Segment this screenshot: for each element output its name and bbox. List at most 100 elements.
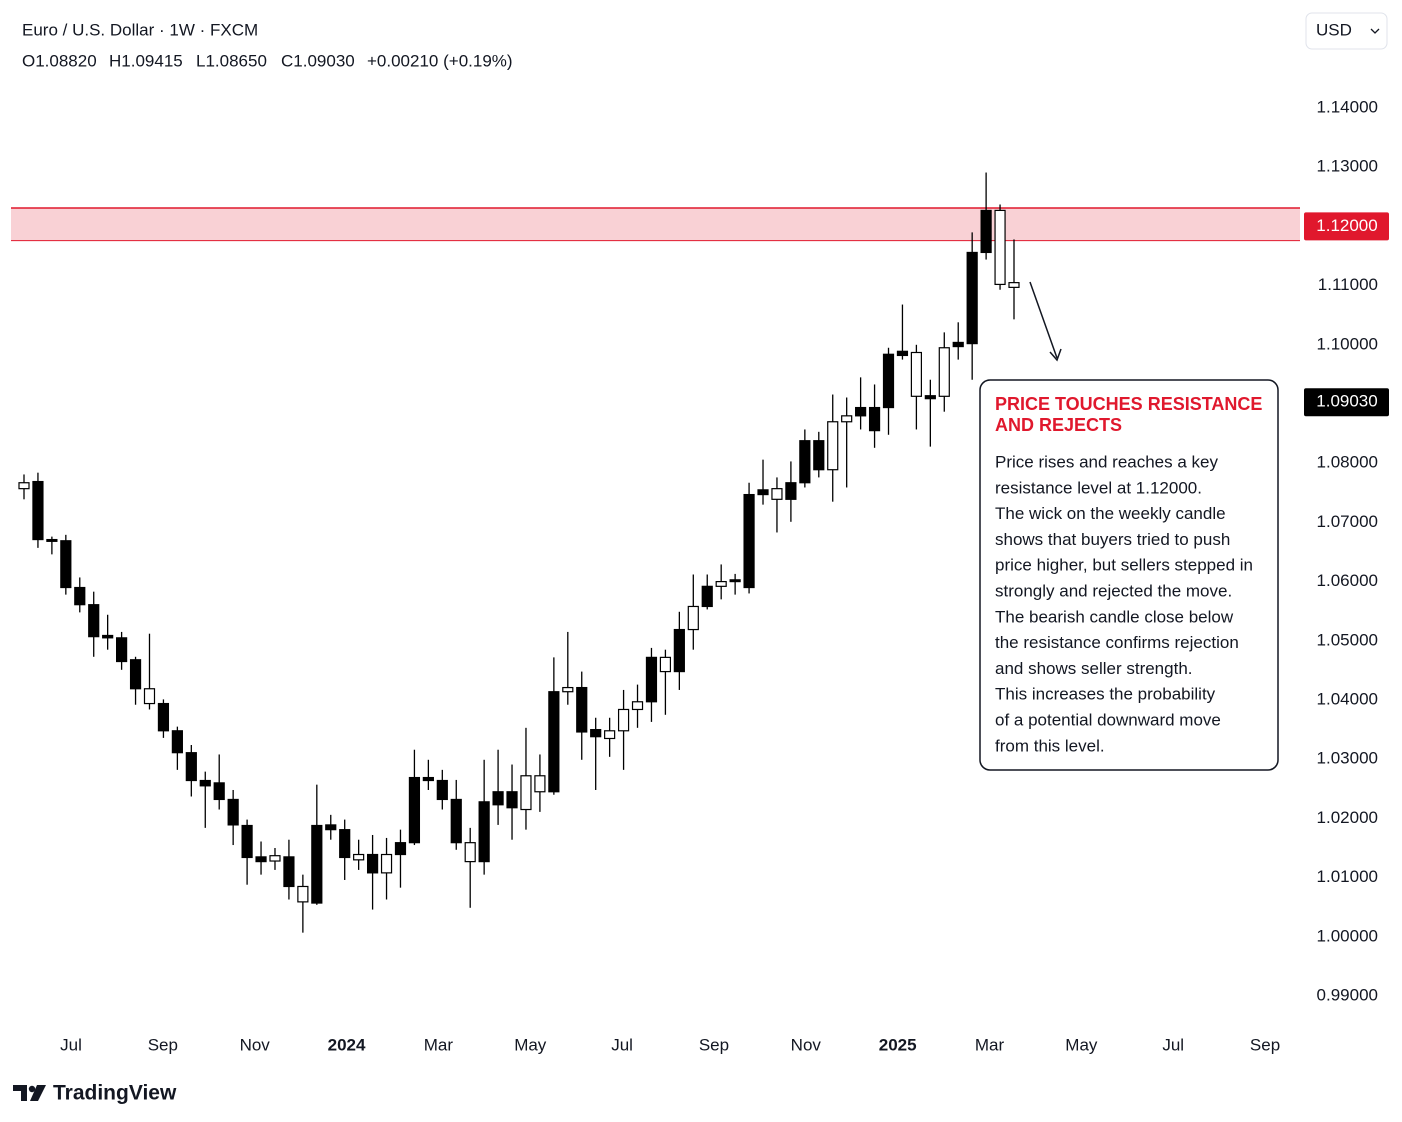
x-tick-label: Sep xyxy=(699,1035,729,1054)
candle-body xyxy=(394,842,407,856)
x-tick-label: May xyxy=(514,1035,547,1054)
y-tick-label: 1.05000 xyxy=(1317,630,1378,649)
annotation-line: Price rises and reaches a key xyxy=(995,452,1218,471)
y-tick-label: 1.00000 xyxy=(1317,926,1378,945)
candle-body xyxy=(255,856,267,863)
annotation-arrow xyxy=(1029,281,1058,359)
y-tick-label: 1.01000 xyxy=(1317,867,1378,886)
candle-body xyxy=(924,395,936,400)
annotation-line: the resistance confirms rejection xyxy=(995,633,1239,652)
candle-body xyxy=(687,605,699,631)
candle-body xyxy=(645,656,658,703)
candle-body xyxy=(32,480,44,541)
candle-body xyxy=(813,440,825,471)
candle-body xyxy=(604,730,616,740)
logo-dot xyxy=(28,1085,36,1093)
plot-area xyxy=(11,172,1300,933)
candle-body xyxy=(60,540,72,589)
candle-body xyxy=(799,440,811,484)
candle-body xyxy=(380,853,393,874)
candle-body xyxy=(617,708,630,732)
brand-logo: TradingView xyxy=(13,1082,177,1105)
candle-body xyxy=(938,347,950,397)
currency-button[interactable]: USD xyxy=(1305,12,1388,50)
y-tick-label: 1.10000 xyxy=(1317,334,1378,353)
last-price-label: 1.09030 xyxy=(1316,392,1377,411)
annotation-line: resistance level at 1.12000. xyxy=(995,478,1202,497)
y-tick-label: 1.06000 xyxy=(1317,571,1378,590)
currency-button-frame[interactable] xyxy=(1305,12,1388,50)
candle-body xyxy=(339,829,351,859)
x-tick-label: Nov xyxy=(240,1035,271,1054)
x-tick-label: Sep xyxy=(148,1035,178,1054)
x-tick-label: Jul xyxy=(60,1035,82,1054)
annotation-line: price higher, but sellers stepped in xyxy=(995,556,1253,575)
y-tick-label: 1.04000 xyxy=(1317,689,1378,708)
candle-body xyxy=(827,421,839,471)
candle-body xyxy=(1008,282,1020,288)
candle-body xyxy=(673,628,685,673)
candle-body xyxy=(213,782,225,801)
resistance-price-label: 1.12000 xyxy=(1316,216,1377,235)
annotation-line: strongly and rejected the move. xyxy=(995,581,1232,600)
annotation-line: of a potential downward move xyxy=(995,710,1221,729)
candle-body xyxy=(129,659,142,690)
ohlc-value: C1.09030 xyxy=(281,51,355,70)
candle-body xyxy=(353,853,365,861)
y-tick-label: 1.02000 xyxy=(1317,808,1378,827)
candle-body xyxy=(18,482,30,490)
annotation-line: and shows seller strength. xyxy=(995,659,1193,678)
candle-body xyxy=(269,855,281,862)
x-tick-label: Jul xyxy=(611,1035,633,1054)
candle-body xyxy=(422,776,434,782)
candle-body xyxy=(436,779,448,801)
x-tick-label: Mar xyxy=(424,1035,454,1054)
candle-body xyxy=(46,538,58,542)
annotation-box xyxy=(979,379,1279,771)
x-tick-label: Jul xyxy=(1162,1035,1184,1054)
candle-body xyxy=(116,637,128,663)
candle-body xyxy=(297,885,309,903)
y-tick-label: 1.11000 xyxy=(1318,275,1378,294)
candle-body xyxy=(227,798,239,826)
candle-body xyxy=(855,406,867,417)
candle-body xyxy=(966,251,978,345)
candle-body xyxy=(464,842,476,863)
candle-body xyxy=(729,579,741,583)
candle-body xyxy=(868,406,881,432)
currency-label[interactable]: USD xyxy=(1316,20,1352,39)
candle-body xyxy=(757,489,769,496)
candle-body xyxy=(562,686,574,693)
ohlc-value: L1.08650 xyxy=(196,51,267,70)
symbol-title: Euro / U.S. Dollar · 1W · FXCM xyxy=(22,20,258,39)
annotation-line: The bearish candle close below xyxy=(995,607,1234,626)
candle-body xyxy=(715,580,727,587)
ohlc-value: O1.08820 xyxy=(22,51,97,70)
candle-body xyxy=(492,791,504,806)
ohlc-value: H1.09415 xyxy=(109,51,183,70)
candle-body xyxy=(408,776,421,844)
last-price-badge xyxy=(1304,388,1389,417)
annotation-line: from this level. xyxy=(995,736,1105,755)
annotation-line: The wick on the weekly candle xyxy=(995,504,1226,523)
candle-body xyxy=(478,801,490,863)
y-tick-label: 1.03000 xyxy=(1317,749,1378,768)
x-tick-label: Sep xyxy=(1250,1035,1280,1054)
annotation-line: This increases the probability xyxy=(995,685,1216,704)
candle-body xyxy=(534,775,546,793)
x-tick-label: 2025 xyxy=(879,1035,917,1054)
x-tick-label: Nov xyxy=(791,1035,822,1054)
candle-body xyxy=(631,701,644,711)
candle-body xyxy=(701,585,713,608)
candle-body xyxy=(241,824,253,859)
dropdown-chevron[interactable] xyxy=(1370,28,1380,34)
candle-body xyxy=(199,779,211,787)
candle-body xyxy=(311,824,323,904)
x-tick-label: Mar xyxy=(975,1035,1005,1054)
candle-body xyxy=(157,702,170,732)
candle-body xyxy=(980,209,992,254)
resistance-price-badge xyxy=(1304,212,1389,241)
y-tick-label: 1.14000 xyxy=(1317,97,1378,116)
candle-body xyxy=(896,350,909,357)
